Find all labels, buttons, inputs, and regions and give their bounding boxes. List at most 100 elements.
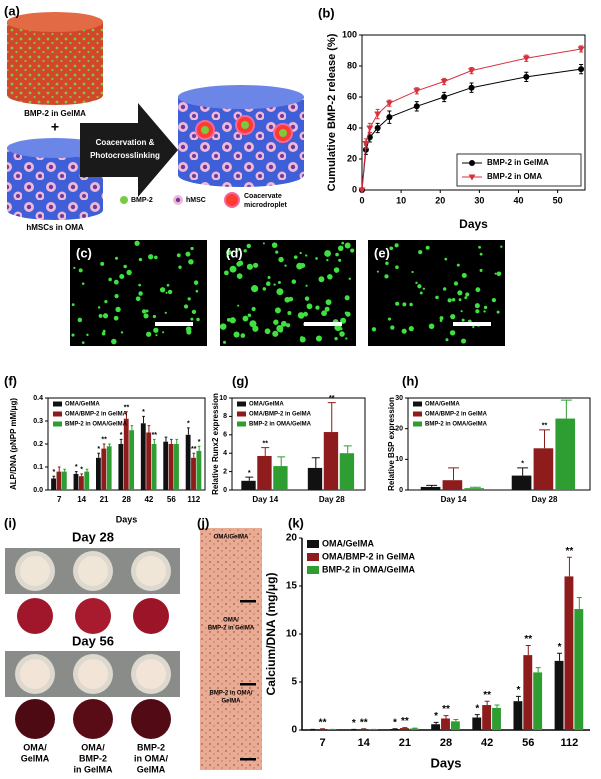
panel-label: (i)	[4, 515, 16, 530]
cell-dot	[135, 296, 141, 302]
marker	[522, 55, 530, 62]
error-bar	[327, 402, 336, 433]
marker	[366, 125, 374, 132]
legend-label: OMA/GelMA	[322, 538, 375, 548]
bar	[399, 728, 409, 730]
day-label: Day 56	[72, 633, 114, 648]
y-tick-label: 15	[286, 581, 298, 592]
x-tick-label: 7	[320, 737, 326, 749]
cell-dot	[291, 279, 297, 284]
tissue-section	[200, 528, 262, 770]
bar	[273, 466, 288, 490]
cell-dot	[305, 284, 308, 287]
x-tick-label: Day 28	[532, 495, 558, 504]
cell-dot	[444, 257, 448, 261]
significance: **	[319, 717, 327, 728]
legend-swatch	[53, 421, 62, 427]
error-bar	[187, 427, 190, 435]
error-bar	[130, 425, 134, 431]
cell-dot	[284, 296, 291, 303]
cell-dot	[278, 327, 284, 333]
error-bar	[119, 438, 123, 444]
cell-dot	[395, 301, 400, 306]
error-bar	[102, 443, 106, 449]
error-bar	[142, 415, 145, 424]
legend-label: BMP-2 in GelMA	[487, 158, 549, 167]
cell-dot	[120, 331, 124, 334]
bar	[482, 705, 492, 730]
cell-dot	[233, 331, 240, 338]
marker	[413, 103, 420, 110]
bar	[95, 457, 101, 490]
legend-label: OMA/GelMA	[425, 402, 460, 408]
cell-dot	[251, 285, 259, 293]
error-bar	[557, 652, 563, 661]
error-bar	[245, 476, 254, 481]
cell-dot	[475, 287, 481, 293]
group-label: BMP-2	[79, 753, 107, 763]
legend-label: OMA/BMP-2 in GelMA	[322, 551, 416, 561]
significance: **	[329, 395, 335, 402]
x-tick-label: 112	[561, 737, 579, 749]
y-tick-label: 40	[347, 122, 357, 132]
cell-dot	[401, 328, 407, 334]
bar	[185, 434, 191, 490]
error-bar	[535, 667, 541, 673]
error-bar	[261, 447, 270, 456]
y-tick-label: 0.1	[33, 464, 43, 471]
cell-dot	[284, 264, 287, 267]
legend-label: OMA/GelMA	[65, 402, 100, 408]
bar	[241, 480, 256, 490]
bar	[450, 721, 460, 730]
marker	[374, 125, 381, 131]
scale-bar	[155, 322, 193, 326]
x-tick-label: 30	[474, 195, 484, 205]
cell-dot	[428, 323, 435, 330]
cell-dot	[350, 248, 355, 253]
cell-dot	[242, 315, 249, 322]
cell-dot	[71, 333, 75, 337]
cell-dot	[449, 330, 456, 336]
cell-dot	[321, 310, 327, 317]
diagram: BMP-2 in GelMA + hMSCs in OMA Coacervati…	[7, 12, 304, 232]
cell-dot	[478, 245, 481, 249]
significance: *	[120, 432, 123, 439]
bar	[78, 476, 84, 490]
cell-dot	[306, 303, 313, 310]
error-bar	[147, 425, 151, 433]
legend-label: BMP-2 in OMA/GelMA	[425, 422, 488, 428]
legend-swatch	[307, 566, 319, 574]
bar	[523, 655, 533, 730]
x-tick-label: 10	[396, 195, 406, 205]
x-tick-label: Day 28	[319, 495, 345, 504]
legend-swatch	[53, 411, 62, 417]
x-axis-label: Days	[459, 217, 488, 231]
panel-label: (j)	[197, 515, 209, 530]
cell-dot	[193, 280, 199, 285]
gel-cylinder-top	[7, 12, 103, 32]
cell-dot	[286, 323, 291, 328]
cell-dot	[190, 246, 194, 251]
error-bar	[443, 715, 449, 719]
error-bar	[170, 438, 173, 444]
axes-frame	[361, 34, 586, 191]
x-tick-label: 42	[481, 737, 493, 749]
bar	[574, 609, 584, 730]
legend-label: OMA/GelMA	[249, 402, 284, 408]
error-bar	[197, 445, 201, 451]
bar	[441, 718, 450, 730]
bar	[511, 475, 532, 490]
bar	[51, 478, 56, 490]
significance: **	[442, 704, 450, 715]
gel-cylinder-bottom	[7, 85, 103, 105]
x-tick-label: 14	[358, 737, 371, 749]
cell-cylinder-bottom	[7, 200, 103, 220]
cell-dot	[280, 320, 287, 327]
gel-label: BMP-2 in GelMA	[24, 109, 86, 118]
significance: *	[97, 446, 100, 453]
cell-dot	[185, 326, 192, 332]
y-axis-label: Calcium/DNA (mg/μg)	[264, 573, 278, 696]
significance: **	[152, 432, 158, 439]
cell-dot	[394, 243, 399, 248]
